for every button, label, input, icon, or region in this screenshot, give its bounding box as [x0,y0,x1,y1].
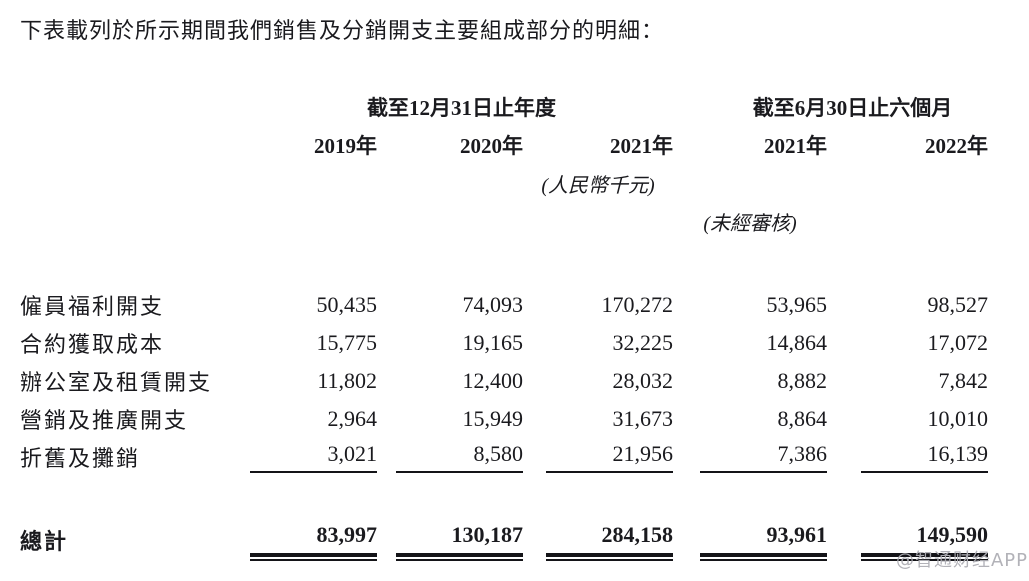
empty-cell [20,202,250,240]
value-cell: 12,400 [462,368,524,393]
value-cell: 98,527 [927,292,989,317]
underlined-value: 7,386 [700,441,827,473]
year-header-2022-interim: 2022年 [925,134,988,158]
value-cell: 21,956 [523,438,673,476]
column-group-annual: 截至12月31日止年度 [250,88,673,126]
value-cell: 3,021 [250,438,377,476]
value-cell: 15,949 [462,406,524,431]
empty-cell [673,164,827,202]
value-cell: 28,032 [612,368,674,393]
value-cell: 74,093 [462,292,524,317]
empty-cell [827,202,988,240]
total-label: 總計 [20,528,69,554]
table-row-total: 總計 83,997 130,187 284,158 93,961 149,590 [20,522,988,561]
empty-cell [20,88,250,126]
total-underlined-value: 130,187 [396,522,523,561]
unit-note: (人民幣千元) [541,174,655,197]
column-group-annual-label: 截至12月31日止年度 [367,96,556,120]
empty-cell [523,202,673,240]
value-cell: 8,882 [777,368,828,393]
total-value-cell: 284,158 [523,522,673,561]
currency-note-row: (人民幣千元) [20,164,988,202]
row-label: 合約獲取成本 [20,332,165,357]
empty-cell [377,164,523,202]
total-underlined-value: 83,997 [250,522,377,561]
value-cell: 8,864 [777,406,828,431]
table-row-office-rental: 辦公室及租賃開支 11,802 12,400 28,032 8,882 7,84… [20,362,988,400]
year-header-2019: 2019年 [314,134,377,158]
value-cell: 17,072 [927,330,989,355]
expenses-table: 截至12月31日止年度 截至6月30日止六個月 2019年 2020年 2021… [20,88,988,561]
watermark: @智通财经APP [895,550,1028,571]
year-header-2020: 2020年 [460,134,523,158]
empty-cell [377,202,523,240]
unaudited-note: (未經審核) [703,212,797,235]
year-header-row: 2019年 2020年 2021年 2021年 2022年 [20,126,988,164]
year-header-2021: 2021年 [610,134,673,158]
row-label: 辦公室及租賃開支 [20,370,213,395]
value-cell: 14,864 [766,330,828,355]
row-label: 折舊及攤銷 [20,446,141,471]
spacer-row [20,476,988,522]
column-group-interim-label: 截至6月30日止六個月 [752,96,953,120]
intro-text: 下表載列於所示期間我們銷售及分銷開支主要組成部分的明細： [20,18,665,43]
table-row-marketing-promotion: 營銷及推廣開支 2,964 15,949 31,673 8,864 10,010 [20,400,988,438]
empty-cell [20,164,250,202]
value-cell: 50,435 [316,292,378,317]
value-cell: 7,386 [673,438,827,476]
underlined-value: 8,580 [396,441,523,473]
total-underlined-value: 149,590 [861,522,988,561]
value-cell: 53,965 [766,292,828,317]
total-value-cell: 83,997 [250,522,377,561]
row-label: 僱員福利開支 [20,294,165,319]
value-cell: 31,673 [612,406,674,431]
value-cell: 15,775 [316,330,378,355]
underlined-value: 16,139 [861,441,988,473]
empty-cell [250,164,377,202]
empty-cell [827,164,988,202]
table-row-contract-acquisition: 合約獲取成本 15,775 19,165 32,225 14,864 17,07… [20,324,988,362]
value-cell: 32,225 [612,330,674,355]
row-label: 營銷及推廣開支 [20,408,189,433]
column-group-header-row: 截至12月31日止年度 截至6月30日止六個月 [20,88,988,126]
value-cell: 2,964 [327,406,378,431]
year-header-2021-interim: 2021年 [764,134,827,158]
value-cell: 8,580 [377,438,523,476]
total-value-cell: 130,187 [377,522,523,561]
unaudited-note-row: (未經審核) [20,202,988,240]
empty-cell [250,202,377,240]
total-value-cell: 93,961 [673,522,827,561]
empty-cell [20,126,250,164]
empty-cell [20,476,988,522]
underlined-value: 3,021 [250,441,377,473]
column-group-interim: 截至6月30日止六個月 [673,88,988,126]
total-underlined-value: 93,961 [700,522,827,561]
value-cell: 170,272 [601,292,674,317]
value-cell: 19,165 [462,330,524,355]
empty-cell [20,240,988,286]
value-cell: 7,842 [938,368,989,393]
table-row-employee-benefits: 僱員福利開支 50,435 74,093 170,272 53,965 98,5… [20,286,988,324]
spacer-row [20,240,988,286]
value-cell: 10,010 [927,406,989,431]
value-cell: 16,139 [827,438,988,476]
value-cell: 11,802 [317,368,377,393]
underlined-value: 21,956 [546,441,673,473]
table-row-depreciation-amortisation: 折舊及攤銷 3,021 8,580 21,956 7,386 16,139 [20,438,988,476]
total-underlined-value: 284,158 [546,522,673,561]
total-value-cell: 149,590 [827,522,988,561]
